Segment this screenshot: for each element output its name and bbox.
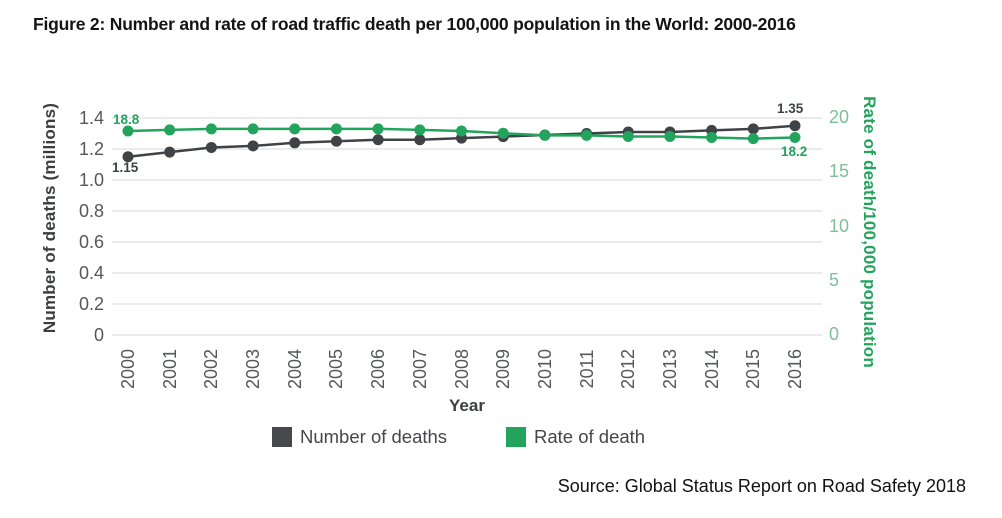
data-point-1-2016 bbox=[789, 132, 801, 144]
data-point-0-2001 bbox=[164, 146, 176, 158]
x-axis-tick: 2007 bbox=[409, 348, 430, 390]
data-point-1-2004 bbox=[289, 123, 301, 135]
data-point-1-2012 bbox=[622, 130, 634, 142]
x-axis-tick: 2011 bbox=[576, 349, 597, 389]
chart-legend: Number of deaths Rate of death bbox=[0, 426, 1002, 450]
data-point-0-2015 bbox=[747, 123, 759, 135]
legend-label-deaths: Number of deaths bbox=[300, 426, 448, 447]
y-axis-tick-left: 0.8 bbox=[78, 201, 104, 221]
data-point-1-2011 bbox=[581, 129, 593, 141]
data-point-1-2013 bbox=[664, 130, 676, 142]
annotation-deaths-end: 1.35 bbox=[777, 101, 804, 116]
x-axis-tick: 2008 bbox=[451, 348, 472, 390]
data-point-0-2003 bbox=[247, 140, 259, 152]
x-axis-tick: 2003 bbox=[243, 348, 264, 390]
data-point-1-2015 bbox=[747, 133, 759, 145]
data-point-1-2008 bbox=[456, 125, 467, 137]
y-axis-title-right: Rate of death/100,000 population bbox=[860, 96, 879, 368]
y-axis-tick-right: 20 bbox=[829, 107, 850, 127]
data-point-0-2004 bbox=[289, 137, 301, 149]
data-point-1-2005 bbox=[330, 123, 342, 135]
y-axis-tick-left: 0.6 bbox=[78, 232, 104, 252]
annotation-rate-start: 18.8 bbox=[113, 112, 140, 127]
figure-title: Figure 2: Number and rate of road traffi… bbox=[33, 14, 796, 34]
y-axis-tick-left: 0.4 bbox=[78, 263, 104, 283]
legend-label-rate: Rate of death bbox=[534, 426, 646, 447]
x-axis-tick: 2006 bbox=[368, 348, 389, 390]
data-point-0-2007 bbox=[414, 134, 426, 146]
y-axis-tick-right: 15 bbox=[829, 161, 850, 182]
data-point-1-2014 bbox=[706, 132, 718, 144]
x-axis-tick: 2005 bbox=[326, 348, 347, 390]
y-axis-tick-right: 10 bbox=[829, 215, 850, 236]
x-axis-tick: 2002 bbox=[201, 348, 222, 390]
data-point-1-2002 bbox=[205, 123, 217, 135]
x-axis-tick: 2014 bbox=[701, 348, 722, 390]
y-axis-tick-left: 1.2 bbox=[78, 139, 104, 159]
data-point-1-2007 bbox=[414, 124, 426, 136]
x-axis-tick: 2004 bbox=[284, 348, 305, 390]
data-point-1-2009 bbox=[497, 127, 509, 139]
x-axis-tick: 2012 bbox=[618, 348, 639, 390]
x-axis-tick: 2013 bbox=[659, 348, 680, 390]
rate-legend-swatch-icon bbox=[506, 427, 526, 447]
x-axis-title: Year bbox=[449, 396, 485, 415]
x-axis-tick: 2009 bbox=[493, 348, 514, 390]
annotation-rate-end: 18.2 bbox=[781, 144, 808, 159]
data-point-0-2000 bbox=[122, 151, 134, 163]
x-axis-tick: 2000 bbox=[118, 348, 138, 390]
x-axis-tick: 2015 bbox=[743, 348, 764, 390]
y-axis-tick-right: 5 bbox=[829, 269, 840, 290]
data-point-1-2006 bbox=[372, 123, 384, 135]
y-axis-tick-left: 0.2 bbox=[78, 294, 104, 314]
deaths-legend-swatch-icon bbox=[272, 427, 292, 447]
data-point-1-2003 bbox=[247, 123, 259, 135]
data-point-0-2006 bbox=[372, 134, 384, 146]
data-point-1-2010 bbox=[539, 129, 551, 141]
y-axis-tick-right: 0 bbox=[829, 324, 840, 344]
y-axis-tick-left: 1.4 bbox=[78, 108, 104, 128]
x-axis-tick: 2010 bbox=[534, 348, 555, 390]
source-note: Source: Global Status Report on Road Saf… bbox=[557, 476, 966, 496]
legend-item-deaths: Number of deaths bbox=[272, 426, 447, 448]
data-point-0-2016 bbox=[789, 120, 801, 132]
y-axis-tick-left: 1.0 bbox=[78, 170, 104, 190]
x-axis-tick: 2016 bbox=[785, 348, 805, 390]
x-axis-tick: 2001 bbox=[159, 348, 180, 390]
legend-item-rate: Rate of death bbox=[506, 426, 645, 448]
data-point-1-2000 bbox=[122, 125, 134, 137]
data-point-1-2001 bbox=[164, 124, 176, 136]
data-point-0-2005 bbox=[330, 135, 342, 147]
data-point-0-2002 bbox=[205, 141, 217, 153]
annotation-deaths-start: 1.15 bbox=[112, 160, 139, 175]
y-axis-tick-left: 0 bbox=[93, 325, 104, 345]
